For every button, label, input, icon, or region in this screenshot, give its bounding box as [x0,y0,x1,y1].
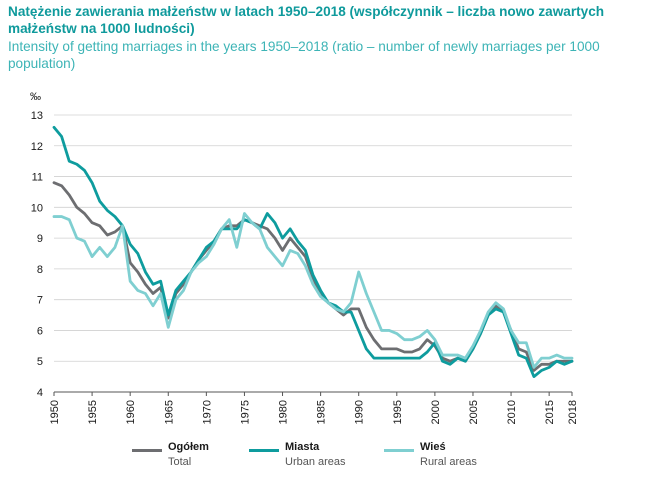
x-axis-ticks: 1950 1955 1960 1965 1970 1975 1980 1985 1990 1995… [49,392,579,424]
legend-swatch-rural [384,449,414,452]
legend-label-urban-en: Urban areas [285,456,346,468]
x-tick-label: 1980 [278,400,290,424]
x-tick-label: 1975 [239,400,251,424]
y-tick-label: 8 [37,264,43,276]
legend-label-urban: Miasta [285,441,320,453]
chart-title: Natężenie zawierania małżeństw w latach … [8,4,605,36]
series-lines [52,125,574,379]
x-tick-label: 1995 [392,400,404,424]
y-unit-label: ‰ [30,91,41,103]
legend-label-total-en: Total [168,456,192,468]
grid-lines [54,114,572,393]
x-tick-label: 2010 [506,400,518,424]
legend-swatch-urban [249,449,279,452]
x-tick-label: 1970 [201,400,213,424]
legend-label-rural: Wieś [420,441,446,453]
y-tick-label: 6 [37,325,43,337]
x-tick-label: 1955 [87,400,99,424]
y-axis-ticks: 4 5 6 7 8 9 10 11 12 13 [31,110,43,399]
legend-swatch-total [132,449,162,452]
x-tick-label: 1985 [316,400,328,424]
x-tick-label: 1950 [49,400,61,424]
y-tick-label: 4 [37,387,43,399]
legend-label-rural-en: Rural areas [420,456,477,468]
legend-label-total: Ogółem [168,441,209,453]
y-tick-label: 9 [37,233,43,245]
x-tick-label: 2018 [567,400,579,424]
x-tick-label: 2005 [468,400,480,424]
y-tick-label: 12 [31,141,43,153]
y-tick-label: 11 [32,172,43,184]
series-line-2 [52,212,574,369]
x-tick-label: 1960 [125,400,137,424]
chart-subtitle: Intensity of getting marriages in the ye… [8,39,600,71]
series-line-1 [52,125,574,379]
x-tick-label: 1965 [163,400,175,424]
y-tick-label: 10 [31,202,43,214]
y-tick-label: 5 [37,356,43,368]
x-tick-label: 2015 [544,400,556,424]
y-tick-label: 13 [31,110,43,122]
x-tick-label: 1990 [354,400,366,424]
y-tick-label: 7 [37,295,43,307]
x-tick-label: 2000 [430,400,442,424]
